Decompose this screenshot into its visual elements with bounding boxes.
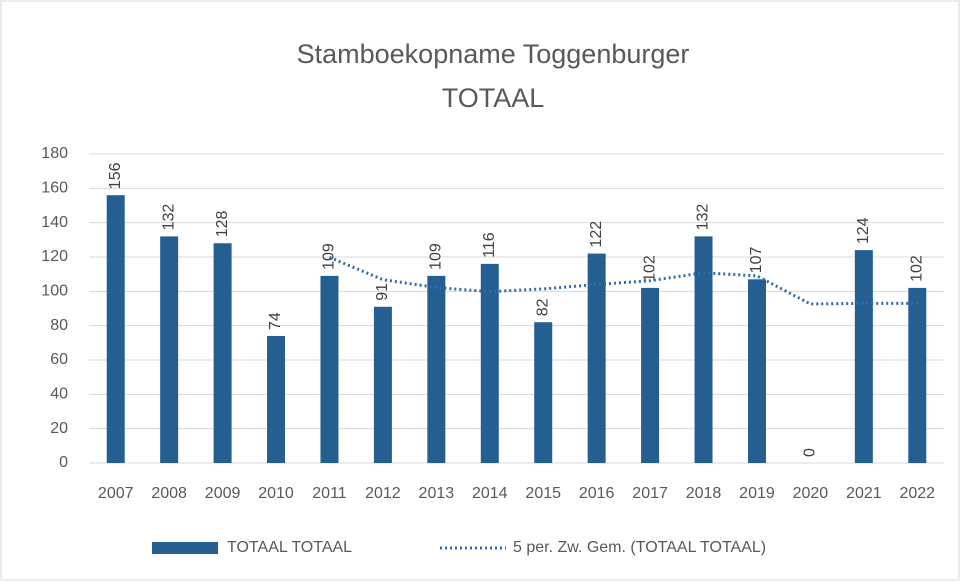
chart-title: TOTAAL [442, 83, 545, 113]
bar [854, 250, 873, 463]
x-tick-label: 2016 [579, 485, 615, 502]
legend-label: 5 per. Zw. Gem. (TOTAAL TOTAAL) [513, 539, 766, 556]
x-tick-label: 2019 [739, 485, 775, 502]
x-tick-label: 2014 [472, 485, 508, 502]
x-tick-label: 2020 [793, 485, 829, 502]
bar [534, 322, 553, 463]
x-tick-label: 2021 [846, 485, 882, 502]
data-label: 102 [909, 255, 926, 282]
chart-title: Stamboekopname Toggenburger [297, 39, 690, 69]
y-tick-label: 20 [50, 420, 68, 437]
bar [320, 275, 339, 463]
y-tick-label: 160 [41, 180, 68, 197]
data-label: 82 [534, 298, 551, 316]
bar [373, 306, 392, 463]
data-label: 109 [428, 243, 445, 270]
data-label: 128 [214, 210, 231, 237]
y-tick-label: 100 [41, 283, 68, 300]
data-label: 124 [855, 217, 872, 244]
bar [213, 243, 232, 463]
y-tick-label: 180 [41, 145, 68, 162]
bar [694, 236, 713, 463]
data-label: 0 [802, 448, 819, 457]
data-label: 91 [374, 283, 391, 301]
legend-label: TOTAAL TOTAAL [227, 539, 352, 556]
x-tick-label: 2011 [312, 485, 347, 502]
y-tick-label: 140 [41, 214, 68, 231]
data-label: 102 [641, 255, 658, 282]
x-tick-label: 2018 [686, 485, 722, 502]
y-tick-label: 80 [50, 317, 68, 334]
data-label: 132 [695, 204, 712, 231]
data-label: 74 [267, 312, 284, 330]
legend-swatch [152, 542, 218, 554]
y-tick-label: 60 [50, 351, 68, 368]
bar [267, 335, 286, 463]
bar [480, 263, 499, 463]
bar [747, 279, 766, 463]
data-label: 132 [160, 204, 177, 231]
x-tick-label: 2008 [151, 485, 187, 502]
data-label: 109 [321, 243, 338, 270]
bar [908, 287, 927, 463]
x-tick-label: 2010 [258, 485, 294, 502]
y-tick-label: 40 [50, 386, 68, 403]
bar [160, 236, 179, 463]
bar [587, 253, 606, 463]
data-label: 107 [748, 247, 765, 274]
x-tick-label: 2022 [899, 485, 935, 502]
bar [427, 275, 446, 463]
data-label: 122 [588, 221, 605, 248]
x-tick-label: 2009 [205, 485, 241, 502]
data-label: 116 [481, 232, 498, 258]
bar [106, 195, 125, 463]
y-tick-label: 120 [41, 248, 68, 265]
x-tick-label: 2007 [98, 485, 134, 502]
data-label: 156 [107, 162, 124, 189]
x-tick-label: 2017 [632, 485, 668, 502]
y-tick-label: 0 [59, 454, 68, 471]
x-tick-label: 2015 [525, 485, 561, 502]
bar [641, 287, 660, 463]
x-tick-label: 2012 [365, 485, 401, 502]
x-tick-label: 2013 [419, 485, 455, 502]
